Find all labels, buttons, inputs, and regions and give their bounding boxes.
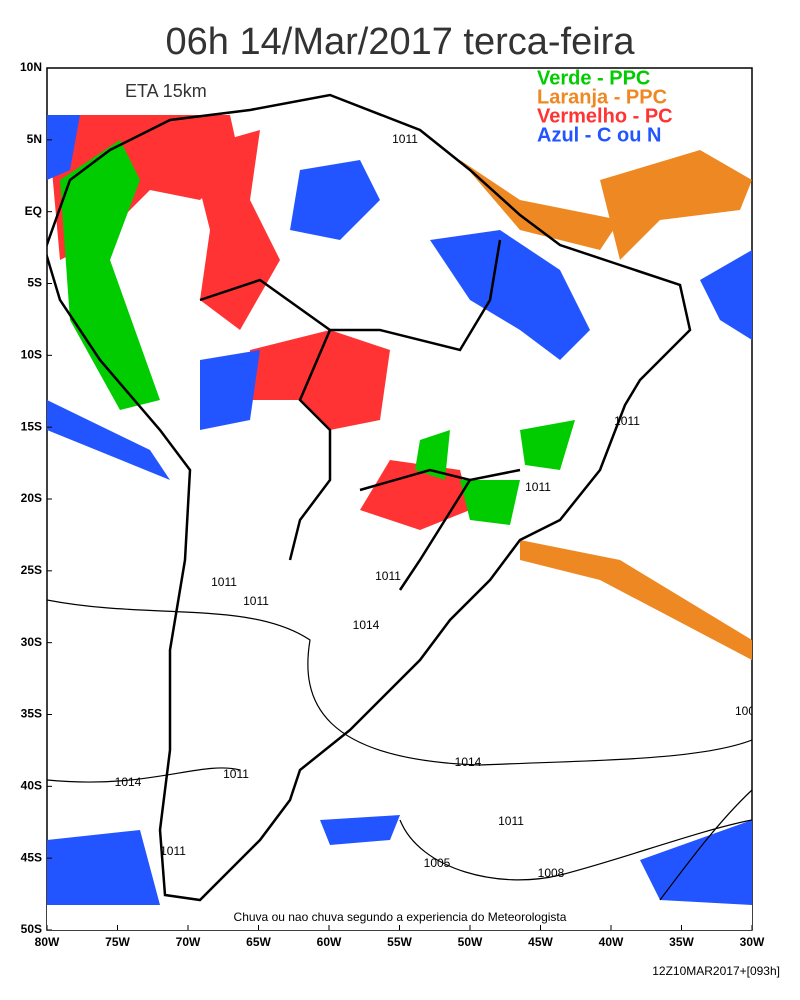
area-green (60, 140, 160, 410)
isobar-label: 1011 (525, 480, 551, 494)
isobar-label: 1011 (243, 594, 269, 608)
lon-label: 80W (35, 935, 60, 949)
lat-label: EQ (25, 204, 42, 218)
isobar-label: 1011 (375, 569, 401, 583)
precip-areas (47, 115, 752, 930)
lon-label: 45W (528, 935, 553, 949)
run-info: 12Z10MAR2017+[093h] (652, 964, 780, 978)
area-blue (47, 115, 80, 180)
lon-label: 55W (387, 935, 412, 949)
lat-label: 15S (21, 419, 42, 433)
lat-label: 30S (21, 635, 42, 649)
area-green (415, 430, 450, 480)
map-area: 1011 1011 1011 1011 1011 1011 1014 1014 1011 1014… (47, 93, 755, 930)
borders (199, 239, 521, 591)
lat-label: 10S (21, 348, 42, 362)
lat-label: 40S (21, 779, 42, 793)
isobar-label: 1005 (424, 856, 451, 870)
lat-label: 35S (21, 707, 42, 721)
legend-entry: Azul - C ou N (537, 124, 661, 146)
isobar-label: 1014 (455, 755, 482, 769)
lon-label: 35W (669, 935, 694, 949)
isobar-labels: 1011 1011 1011 1011 1011 1011 1014 1014 1011 1014… (115, 132, 755, 880)
area-blue (47, 830, 160, 905)
lat-label: 5N (27, 132, 42, 146)
area-blue (700, 250, 752, 340)
area-blue (640, 820, 752, 905)
area-blue (47, 400, 170, 480)
lon-label: 40W (599, 935, 624, 949)
isobar-label: 1008 (538, 866, 565, 880)
isobar-label: 1011 (614, 414, 640, 428)
area-red (250, 330, 390, 430)
area-blue (290, 160, 380, 240)
legend-entry: Laranja - PPC (537, 86, 667, 108)
lat-label: 5S (27, 276, 42, 290)
area-green (520, 420, 575, 470)
area-blue (320, 815, 400, 845)
model-label: ETA 15km (125, 81, 207, 101)
lon-label: 65W (246, 935, 271, 949)
title: 06h 14/Mar/2017 terca-feira (166, 21, 636, 63)
isobar-label: 1011 (211, 575, 237, 589)
area-blue (430, 230, 590, 360)
isobar-label: 1014 (353, 618, 380, 632)
isobar-label: 1011 (498, 814, 524, 828)
area-orange (460, 160, 620, 250)
lon-label: 75W (105, 935, 130, 949)
area-orange (600, 150, 752, 260)
lon-label: 50W (458, 935, 483, 949)
lat-label: 25S (21, 563, 42, 577)
lon-label: 30W (740, 935, 765, 949)
isobar-label: 100 (735, 704, 755, 718)
lat-label: 50S (21, 922, 42, 936)
lon-label: 60W (317, 935, 342, 949)
isobar-label: 1011 (160, 844, 186, 858)
legend-entry: Vermelho - PC (537, 105, 673, 127)
lat-label: 10N (20, 60, 42, 74)
area-orange (520, 540, 752, 660)
isobar (47, 599, 752, 901)
coastline (47, 93, 692, 902)
lon-label: 70W (176, 935, 201, 949)
isobar-label: 1011 (392, 132, 418, 146)
legend-entry: Verde - PPC (537, 67, 650, 89)
caption: Chuva ou nao chuva segundo a experiencia… (234, 910, 567, 924)
area-blue (200, 350, 260, 430)
lat-label: 45S (21, 850, 42, 864)
isobar-label: 1011 (223, 767, 249, 781)
area-green (460, 480, 520, 525)
isobar-label: 1014 (115, 775, 142, 789)
lat-label: 20S (21, 491, 42, 505)
